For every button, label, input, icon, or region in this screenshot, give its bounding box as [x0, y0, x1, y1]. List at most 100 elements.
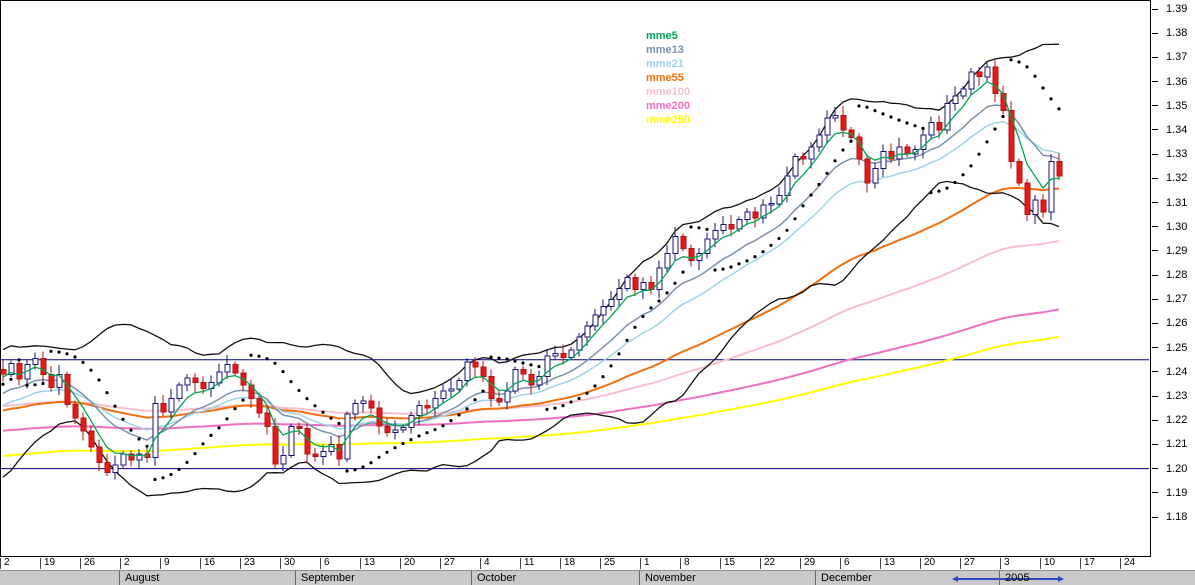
month-label: November — [645, 572, 696, 584]
price-axis-tick — [1152, 419, 1158, 421]
date-tick-mark — [40, 558, 41, 569]
date-tick-mark — [1000, 558, 1001, 569]
date-tick-label: 13 — [884, 557, 896, 568]
price-axis-label: 1.39 — [1166, 3, 1188, 15]
price-axis-label: 1.35 — [1166, 99, 1188, 112]
ema-250-line — [2, 335, 1060, 457]
price-axis-label: 1.33 — [1166, 148, 1188, 161]
month-label: August — [125, 572, 160, 584]
date-tick-label: 23 — [244, 557, 256, 568]
date-tick-mark — [760, 558, 761, 569]
date-tick-label: 4 — [484, 557, 490, 568]
price-axis-label: 1.19 — [1166, 486, 1188, 499]
date-tick-mark — [880, 558, 881, 569]
horizontal-lines — [1, 359, 1149, 470]
date-tick-mark — [640, 558, 641, 569]
date-tick-mark — [0, 558, 1, 569]
date-tick-mark — [80, 558, 81, 569]
date-tick-label: 27 — [444, 557, 456, 568]
date-tick-label: 10 — [1044, 557, 1056, 568]
date-tick-mark — [360, 558, 361, 569]
price-axis-label: 1.24 — [1166, 365, 1188, 378]
bollinger-lower-band — [2, 180, 1060, 497]
price-axis-tick — [1152, 395, 1158, 397]
date-tick-label: 24 — [1124, 557, 1136, 568]
price-axis: 1.39 1.38 1.37 1.36 1.35 1.34 1.33 1.32 1.31 1.30… — [1151, 0, 1195, 557]
price-axis-tick — [1152, 371, 1158, 373]
price-axis-tick — [1152, 8, 1158, 10]
date-tick-mark — [920, 558, 921, 569]
date-tick-label: 22 — [764, 557, 776, 568]
month-separator — [295, 571, 296, 585]
chart-canvas[interactable] — [0, 0, 1151, 557]
ema-100-line — [2, 240, 1060, 415]
price-axis-label: 1.28 — [1166, 269, 1188, 282]
price-axis-tick — [1152, 250, 1158, 252]
date-tick-mark — [440, 558, 441, 569]
date-tick-label: 26 — [84, 557, 96, 568]
date-tick-label: 25 — [604, 557, 616, 568]
ma-legend: mme5 mme13 mme21 mme55 mme100 mme200 mme250 — [646, 29, 690, 127]
date-tick-mark — [840, 558, 841, 569]
price-axis-label: 1.37 — [1166, 51, 1188, 64]
price-chart[interactable]: mme5 mme13 mme21 mme55 mme100 mme200 mme250 — [0, 0, 1151, 557]
date-tick-label: 6 — [324, 557, 330, 568]
candles — [0, 59, 1063, 480]
price-axis-label: 1.34 — [1166, 123, 1188, 136]
price-axis-label: 1.23 — [1166, 390, 1188, 403]
price-axis-tick — [1152, 516, 1158, 518]
price-axis-tick — [1152, 274, 1158, 276]
date-tick-mark — [240, 558, 241, 569]
date-tick-label: 30 — [284, 557, 296, 568]
price-axis-tick — [1152, 32, 1158, 34]
date-tick-mark — [1120, 558, 1121, 569]
date-tick-mark — [600, 558, 601, 569]
price-axis-label: 1.21 — [1166, 438, 1188, 451]
date-tick-label: 18 — [564, 557, 576, 568]
price-axis-tick — [1152, 322, 1158, 324]
date-tick-label: 29 — [804, 557, 816, 568]
price-axis-label: 1.22 — [1166, 414, 1188, 427]
month-separator — [471, 571, 472, 585]
parabolic-sar-dots — [1, 58, 1061, 482]
price-axis-label: 1.36 — [1166, 75, 1188, 88]
price-axis-label: 1.27 — [1166, 293, 1188, 306]
date-tick-label: 20 — [404, 557, 416, 568]
date-tick-mark — [560, 558, 561, 569]
month-separator — [815, 571, 816, 585]
price-axis-tick — [1152, 443, 1158, 445]
date-tick-label: 19 — [44, 557, 56, 568]
date-tick-mark — [200, 558, 201, 569]
date-tick-label: 13 — [364, 557, 376, 568]
date-tick-mark — [400, 558, 401, 569]
date-tick-mark — [1040, 558, 1041, 569]
price-axis-tick — [1152, 105, 1158, 107]
bollinger-upper-band — [2, 43, 1060, 395]
date-tick-label: 20 — [924, 557, 936, 568]
date-tick-label: 17 — [1084, 557, 1096, 568]
date-tick-label: 16 — [204, 557, 216, 568]
date-tick-mark — [720, 558, 721, 569]
price-axis-label: 1.30 — [1166, 220, 1188, 233]
date-tick-mark — [480, 558, 481, 569]
legend-item-mme100: mme100 — [646, 86, 691, 98]
price-axis-tick — [1152, 56, 1158, 58]
date-tick-label: 9 — [164, 557, 170, 568]
date-tick-label: 8 — [684, 557, 690, 568]
date-tick-label: 3 — [1004, 557, 1010, 568]
month-label: 2005 — [1005, 572, 1030, 584]
legend-item-mme55: mme55 — [646, 72, 684, 84]
horizontal-scrollbar[interactable] — [952, 576, 1064, 582]
price-axis-tick — [1152, 129, 1158, 131]
price-axis-label: 1.29 — [1166, 244, 1188, 257]
date-tick-mark — [1080, 558, 1081, 569]
month-label: October — [477, 572, 517, 584]
date-tick-label: 11 — [524, 557, 535, 568]
ema-55-line — [2, 187, 1060, 420]
price-axis-tick — [1152, 226, 1158, 228]
ema-200-line — [2, 308, 1060, 432]
price-axis-label: 1.32 — [1166, 172, 1188, 185]
month-bar: August September October November December 20… — [0, 570, 1195, 585]
price-axis-tick — [1152, 81, 1158, 83]
date-tick-mark — [800, 558, 801, 569]
